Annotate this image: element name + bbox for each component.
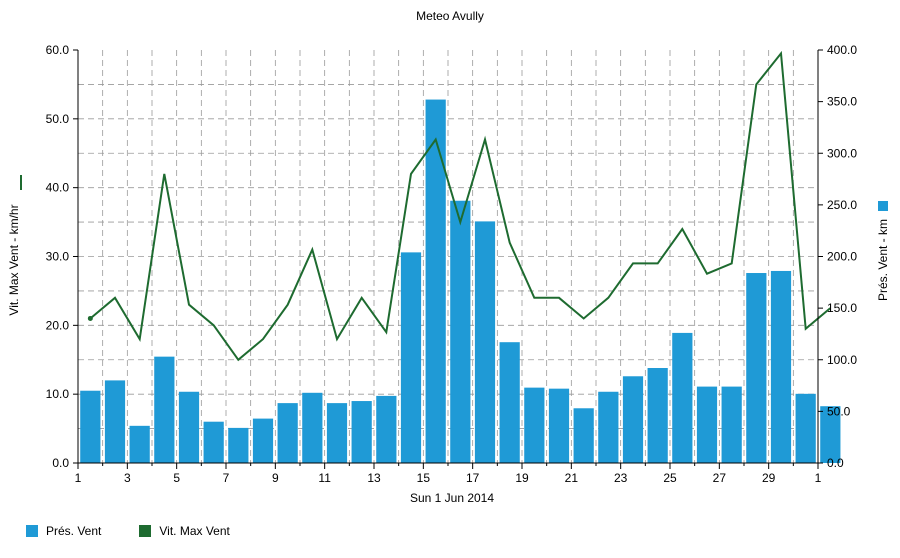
grid [78,50,818,463]
line-series [87,50,831,362]
y-left-tick-label: 60.0 [46,43,70,57]
bar [450,200,471,463]
legend-item-bar: Prés. Vent [26,524,101,538]
bar [376,395,397,463]
y-right-tick-label: 100.0 [827,353,857,367]
bar [746,273,767,463]
bar [499,342,520,463]
y-axis-left-label: Vit. Max Vent - km/hr [7,204,21,315]
y-left-tick-label: 50.0 [46,112,70,126]
y-left-tick-label: 10.0 [46,387,70,401]
y-right-tick-label: 300.0 [827,146,857,160]
bar [351,401,372,463]
tick-labels: 0.0 10.0 20.0 30.0 40.0 50.0 60.0 0.0 50.0 100.0 1… [46,43,858,485]
bar [622,376,644,463]
x-tick-label: 27 [713,471,727,485]
bar [474,221,496,463]
x-tick-label: 25 [663,471,677,485]
x-tick-label: 19 [515,471,529,485]
x-tick-label: 11 [318,471,331,485]
y-right-tick-label: 250.0 [827,198,857,212]
legend-swatch-bar [26,525,38,537]
bar [129,425,150,463]
x-tick-label: 1 [815,471,822,485]
bar [425,99,446,463]
bar [721,386,742,463]
bar [277,403,298,463]
x-tick-label: 23 [614,471,628,485]
bar [795,393,816,463]
bar [548,388,570,463]
y-right-tick-label: 200.0 [827,250,857,264]
x-tick-label: 29 [762,471,776,485]
y-left-tick-label: 40.0 [46,181,70,195]
x-tick-label: 1 [75,471,82,485]
bar [524,387,545,463]
y-axis-right-label: Prés. Vent - km [876,219,890,301]
x-tick-label: 21 [565,471,579,485]
bar [302,392,323,463]
y-right-tick-label: 0.0 [827,456,844,470]
y-right-tick-label: 50.0 [827,404,851,418]
bar [178,391,200,463]
y-right-tick-label: 350.0 [827,95,857,109]
x-tick-label: 3 [124,471,131,485]
bar [228,427,249,463]
bar [104,380,126,463]
bar-series [80,99,841,463]
x-tick-label: 17 [466,471,480,485]
bar [598,391,619,463]
legend-item-line: Vit. Max Vent [139,524,230,538]
y-axis-right-legend-marker [878,201,888,211]
x-tick-label: 5 [173,471,180,485]
y-right-tick-label: 150.0 [827,301,857,315]
y-right-tick-label: 400.0 [827,43,857,57]
bar [80,390,101,463]
line-path [89,50,831,362]
legend-label-line: Vit. Max Vent [159,524,230,538]
bar [672,332,693,463]
x-tick-label: 7 [223,471,230,485]
bar [400,252,422,463]
bar [154,356,175,463]
y-left-tick-label: 20.0 [46,318,70,332]
bar [820,406,841,463]
y-left-tick-label: 0.0 [52,456,69,470]
axes [73,49,823,469]
x-axis-label: Sun 1 Jun 2014 [410,491,494,505]
bar [252,418,274,463]
y-left-tick-label: 30.0 [46,250,70,264]
bar [203,421,224,463]
legend-label-bar: Prés. Vent [46,524,102,538]
bar [696,386,718,463]
x-tick-label: 13 [367,471,381,485]
x-tick-label: 15 [417,471,431,485]
bar [573,408,594,463]
line-point [87,315,93,321]
x-tick-label: 9 [272,471,279,485]
bar [770,270,792,463]
bar [326,403,348,463]
bar [647,368,668,463]
chart-title: Meteo Avully [416,9,484,23]
legend-swatch-line [139,525,152,537]
legend: Prés. Vent Vit. Max Vent [26,524,268,538]
